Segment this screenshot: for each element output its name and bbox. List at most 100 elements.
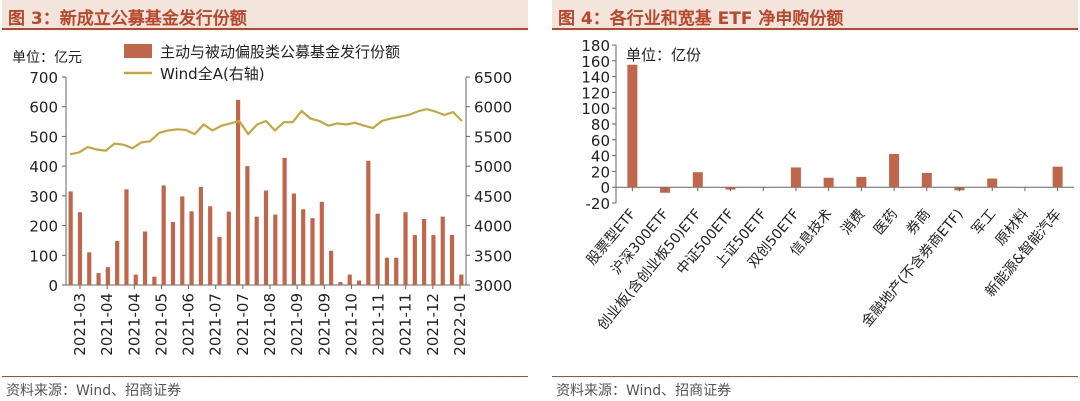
x-category-label: 消费 — [838, 206, 868, 238]
issuance-bar — [338, 282, 343, 285]
right-tick-label: 3000 — [474, 277, 512, 295]
title-bar: 图 4：各行业和宽基 ETF 净申购份额 — [552, 0, 1078, 30]
issuance-bar — [115, 241, 120, 285]
issuance-bar — [375, 213, 380, 285]
issuance-bar — [217, 236, 222, 285]
right-tick-label: 4500 — [474, 188, 512, 206]
x-category-label: 券商 — [904, 206, 934, 238]
issuance-bar — [87, 252, 92, 285]
y-tick-label: 0 — [600, 179, 610, 197]
issuance-bar — [403, 212, 408, 285]
legend-bar-swatch — [124, 44, 152, 58]
left-tick-label: 700 — [29, 69, 58, 87]
right-tick-label: 3500 — [474, 247, 512, 265]
source-divider — [552, 376, 1078, 377]
issuance-bar — [319, 201, 324, 285]
issuance-bar — [431, 235, 436, 285]
left-tick-label: 0 — [48, 277, 58, 295]
issuance-bar — [236, 99, 241, 285]
y-tick-label: 40 — [591, 148, 610, 166]
x-tick-label: 2021-06 — [180, 293, 198, 356]
right-tick-label: 5500 — [474, 128, 512, 146]
right-tick-label: 5000 — [474, 158, 512, 176]
issuance-bar — [356, 280, 362, 285]
right-tick-label: 6500 — [474, 69, 512, 87]
issuance-bar — [254, 216, 259, 285]
x-tick-label: 2021-11 — [397, 293, 415, 356]
x-tick-label: 2022-01 — [451, 293, 469, 356]
y-tick-label: 100 — [581, 100, 610, 118]
issuance-bar — [440, 216, 445, 285]
fund-issuance-chart: 单位：亿元 0 100 200 300 400 500 600 700 3000 3500 4000 4… — [12, 43, 512, 356]
x-tick-label: 2021-11 — [370, 293, 388, 356]
x-tick-label: 2021-08 — [261, 293, 279, 356]
etf-bar — [627, 64, 638, 188]
issuance-bar — [245, 166, 250, 285]
issuance-bar — [273, 214, 278, 285]
etf-bar — [889, 154, 900, 188]
issuance-bar — [68, 191, 73, 285]
y-tick-label: 80 — [591, 116, 610, 134]
wind-all-a-line — [69, 107, 463, 156]
issuance-bar — [96, 273, 101, 285]
chart-title: 图 3：新成立公募基金发行份额 — [8, 9, 247, 29]
issuance-bar — [208, 206, 213, 285]
x-category-label: 军工 — [969, 206, 999, 238]
x-tick-label: 2021-04 — [98, 293, 116, 356]
etf-bar — [823, 177, 834, 188]
issuance-bar — [347, 274, 352, 285]
x-tick-label: 2021-10 — [342, 293, 360, 356]
etf-bar — [1052, 166, 1063, 188]
x-category-label: 医药 — [871, 206, 901, 238]
left-tick-label: 100 — [29, 247, 58, 265]
title-bar: 图 3：新成立公募基金发行份额 — [2, 0, 528, 30]
x-tick-label: 2021-03 — [71, 293, 89, 356]
issuance-bar — [133, 274, 138, 285]
x-tick-label: 2021-07 — [234, 293, 252, 356]
issuance-bar — [198, 186, 203, 285]
left-tick-label: 500 — [29, 128, 58, 146]
left-tick-label: 300 — [29, 188, 58, 206]
etf-bar — [856, 176, 867, 188]
unit-label: 单位：亿份 — [626, 46, 701, 64]
issuance-bar — [189, 211, 194, 285]
issuance-bar — [226, 211, 231, 285]
issuance-bar — [142, 231, 148, 285]
left-tick-label: 200 — [29, 218, 58, 236]
right-tick-label: 4000 — [474, 218, 512, 236]
issuance-bar — [366, 160, 371, 285]
source-note: 资料来源：Wind、招商证券 — [556, 383, 732, 399]
x-tick-label: 2021-09 — [288, 293, 306, 356]
issuance-bar — [170, 222, 176, 285]
issuance-bar — [291, 193, 296, 285]
source-divider — [2, 376, 528, 377]
y-tick-label: 20 — [591, 163, 610, 181]
legend-bar-label: 主动与被动偏股类公募基金发行份额 — [160, 43, 400, 61]
chart-panel-etf-subscription: 图 4：各行业和宽基 ETF 净申购份额 -20 0 20 40 60 80 100 120 1… — [552, 0, 1078, 401]
chart-title: 图 4：各行业和宽基 ETF 净申购份额 — [558, 9, 844, 29]
x-tick-label: 2021-04 — [125, 293, 143, 356]
etf-bar — [921, 172, 932, 188]
issuance-bar — [282, 157, 287, 285]
issuance-bar — [152, 276, 157, 285]
issuance-bar — [180, 196, 185, 285]
x-tick-label: 2021-05 — [152, 293, 170, 356]
legend-line-label: Wind全A(右轴) — [160, 65, 265, 83]
y-tick-label: 180 — [581, 37, 610, 55]
x-tick-label: 2021-07 — [207, 293, 225, 356]
issuance-bar — [412, 235, 417, 285]
x-tick-label: 2021-09 — [315, 293, 333, 356]
y-tick-label: 160 — [581, 53, 610, 71]
etf-bar — [987, 178, 998, 188]
left-tick-label: 400 — [29, 158, 58, 176]
y-tick-label: 60 — [591, 132, 610, 150]
issuance-bar — [77, 212, 83, 285]
issuance-bar — [384, 257, 390, 285]
x-tick-label: 2021-12 — [424, 293, 442, 356]
issuance-bar — [394, 257, 399, 285]
etf-bar — [790, 167, 801, 188]
issuance-bar — [263, 190, 269, 285]
issuance-bar — [301, 209, 306, 285]
issuance-bar — [105, 267, 110, 285]
